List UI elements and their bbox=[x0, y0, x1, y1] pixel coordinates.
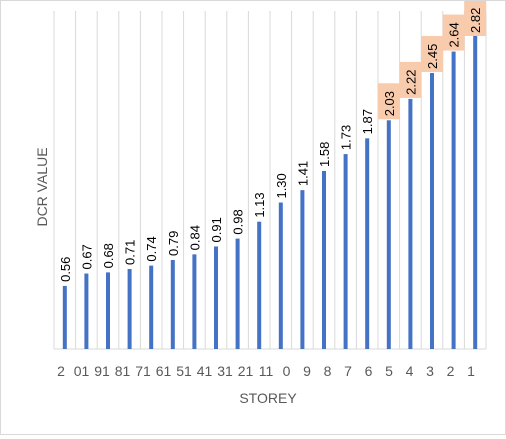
data-label-highlight bbox=[377, 83, 400, 120]
bar bbox=[106, 272, 110, 349]
x-tick-label: 4 bbox=[406, 363, 414, 379]
bar bbox=[365, 138, 370, 349]
data-label: 1.13 bbox=[252, 192, 267, 217]
bar bbox=[192, 254, 197, 349]
bar bbox=[430, 72, 434, 349]
x-tick-label: 81 bbox=[115, 363, 131, 379]
data-label: 2.22 bbox=[403, 70, 418, 95]
x-tick-label: 21 bbox=[238, 363, 254, 379]
bar bbox=[451, 51, 456, 350]
data-label: 1.58 bbox=[317, 142, 332, 167]
data-label: 0.68 bbox=[101, 243, 116, 268]
data-label: 0.79 bbox=[166, 231, 181, 256]
bar bbox=[214, 246, 218, 349]
bar bbox=[84, 273, 89, 349]
data-label: 0.98 bbox=[231, 209, 246, 234]
data-label: 0.84 bbox=[187, 225, 202, 250]
bar bbox=[408, 98, 413, 349]
y-axis-label: DCR VALUE bbox=[34, 147, 50, 226]
x-tick-label: 2 bbox=[57, 363, 65, 379]
bar bbox=[257, 221, 262, 349]
bar bbox=[278, 202, 283, 349]
data-label: 0.71 bbox=[123, 240, 138, 265]
bar bbox=[300, 190, 305, 349]
data-label: 0.91 bbox=[209, 217, 224, 242]
x-tick-label: 31 bbox=[217, 363, 233, 379]
data-label: 1.87 bbox=[360, 109, 375, 134]
x-tick-label: 51 bbox=[176, 363, 192, 379]
x-tick-label: 2 bbox=[447, 363, 455, 379]
x-tick-label: 41 bbox=[197, 363, 213, 379]
x-tick-label: 9 bbox=[303, 363, 311, 379]
data-label: 0.67 bbox=[79, 244, 94, 269]
bar bbox=[235, 238, 240, 349]
data-label: 1.73 bbox=[339, 125, 354, 150]
x-tick-labels: 2 01 91 81 71 61 51 41 31 21 11 0 9 8 7 6 5 4 3 2 1 bbox=[57, 363, 475, 379]
data-label: 1.30 bbox=[274, 173, 289, 198]
data-label-highlight bbox=[421, 35, 443, 72]
x-tick-label: 6 bbox=[365, 363, 373, 379]
data-label: 0.56 bbox=[58, 257, 73, 282]
bar bbox=[149, 265, 154, 349]
data-label-highlight bbox=[442, 14, 465, 51]
bar bbox=[62, 285, 67, 349]
x-tick-label: 71 bbox=[135, 363, 151, 379]
x-tick-label: 0 bbox=[283, 363, 291, 379]
data-label: 2.45 bbox=[425, 44, 440, 69]
bar bbox=[473, 31, 478, 350]
x-tick-label: 5 bbox=[385, 363, 393, 379]
x-axis-label: STOREY bbox=[239, 390, 297, 406]
gridlines bbox=[53, 11, 487, 350]
data-label: 2.82 bbox=[468, 8, 483, 33]
x-tick-label: 91 bbox=[94, 363, 110, 379]
data-label: 1.41 bbox=[295, 161, 310, 186]
bar bbox=[322, 170, 326, 349]
x-tick-label: 8 bbox=[324, 363, 332, 379]
x-tick-label: 01 bbox=[74, 363, 90, 379]
bar bbox=[386, 120, 391, 349]
data-label: 0.74 bbox=[144, 236, 159, 261]
data-labels: 0.56 0.67 0.68 0.71 0.74 0.79 0.84 0.91 0.98 1.13… bbox=[58, 0, 487, 282]
data-label-highlight bbox=[464, 0, 487, 36]
bar bbox=[170, 259, 175, 349]
x-tick-label: 1 bbox=[467, 363, 475, 379]
x-tick-label: 11 bbox=[259, 363, 274, 379]
x-tick-label: 7 bbox=[344, 363, 352, 379]
x-tick-label: 61 bbox=[156, 363, 172, 379]
x-tick-label: 3 bbox=[426, 363, 434, 379]
bar bbox=[343, 154, 348, 349]
bar bbox=[127, 269, 132, 349]
bars bbox=[62, 31, 478, 350]
data-label-highlight bbox=[399, 61, 422, 98]
data-label: 2.03 bbox=[382, 91, 397, 116]
data-label: 2.64 bbox=[447, 22, 462, 47]
